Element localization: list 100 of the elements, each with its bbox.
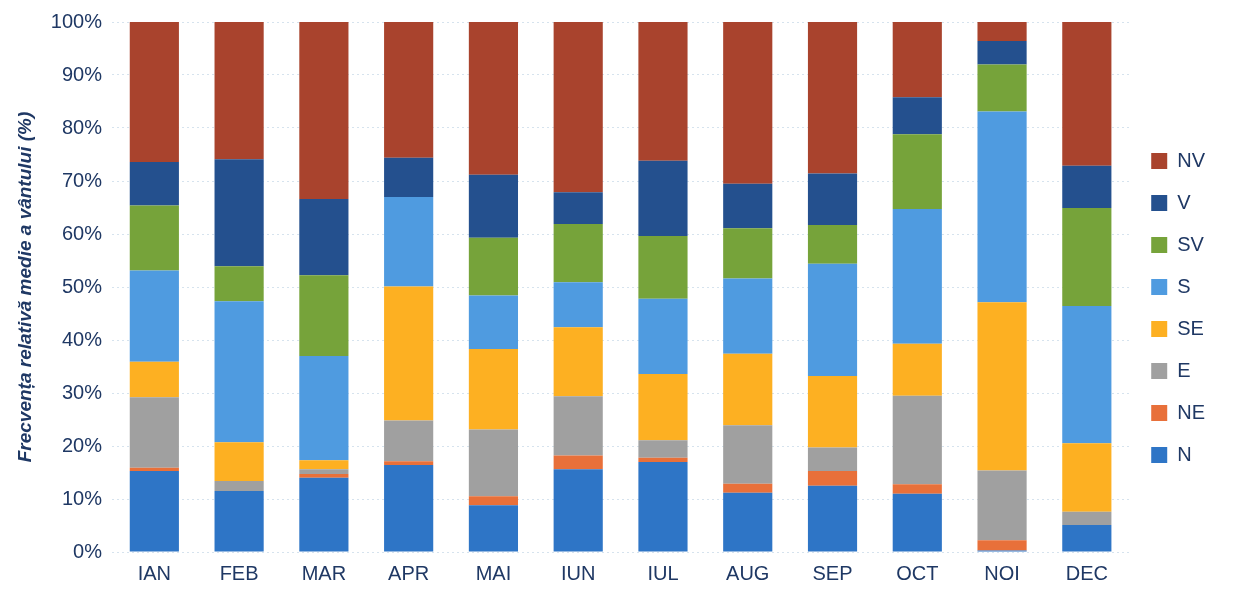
bar — [723, 353, 773, 426]
bar — [384, 461, 434, 466]
x-tick-label: FEB — [219, 561, 259, 584]
bar — [1062, 443, 1112, 512]
x-tick-label: IUN — [560, 561, 596, 584]
bar — [214, 301, 264, 443]
bar — [299, 477, 349, 552]
bar — [723, 22, 773, 184]
y-tick-label: 40% — [61, 327, 103, 350]
x-tick-label: SEP — [812, 561, 853, 584]
x-tick-label: NOI — [984, 561, 1020, 584]
bar — [977, 470, 1027, 541]
bar — [892, 22, 942, 98]
bar — [977, 302, 1027, 471]
y-tick-label: 50% — [61, 274, 103, 297]
bar — [129, 470, 179, 552]
bar — [723, 425, 773, 484]
bar — [807, 470, 858, 486]
bar — [723, 483, 773, 493]
bar — [299, 469, 349, 475]
bar — [214, 266, 264, 302]
bar — [299, 460, 349, 470]
bar — [807, 447, 858, 471]
y-axis-title: Frecvența relativă medie a vântului (%) — [13, 111, 35, 463]
y-tick-label: 80% — [61, 115, 103, 138]
bar — [977, 41, 1027, 65]
bar — [468, 505, 519, 552]
bar — [723, 228, 773, 279]
bar — [129, 22, 179, 162]
bar — [638, 22, 688, 161]
bar — [892, 343, 942, 396]
bar — [214, 480, 264, 492]
legend-label: E — [1177, 358, 1191, 381]
bar — [638, 236, 688, 299]
bar — [892, 209, 942, 344]
bar — [1062, 208, 1112, 307]
legend-label: NV — [1177, 148, 1206, 171]
bar — [384, 157, 434, 197]
bar — [638, 461, 688, 552]
bar — [384, 22, 434, 158]
y-tick-label: 70% — [61, 168, 103, 191]
bar — [214, 442, 264, 481]
bar — [892, 395, 942, 485]
x-tick-label: DEC — [1065, 561, 1108, 584]
y-tick-label: 100% — [50, 9, 103, 32]
bar — [129, 467, 179, 471]
bar — [638, 373, 688, 441]
x-tick-label: MAR — [301, 561, 347, 584]
x-tick-label: IUL — [647, 561, 679, 584]
bar — [299, 474, 349, 478]
y-tick-label: 0% — [73, 539, 103, 562]
bar — [892, 97, 942, 135]
x-tick-label: APR — [388, 561, 430, 584]
bar — [468, 174, 519, 238]
bar — [468, 22, 519, 175]
bar — [892, 484, 942, 494]
bar — [384, 465, 434, 552]
x-tick-label: MAI — [475, 561, 512, 584]
legend-label: NE — [1177, 400, 1206, 423]
bar — [129, 161, 179, 206]
bar — [468, 429, 519, 497]
bar — [807, 485, 858, 552]
y-tick-label: 20% — [61, 433, 103, 456]
bar — [807, 22, 858, 174]
bar — [723, 492, 773, 552]
bar — [553, 396, 603, 456]
bar — [384, 196, 434, 287]
y-tick-label: 90% — [61, 62, 103, 85]
bar — [214, 159, 264, 267]
bar — [129, 205, 179, 271]
bar — [384, 420, 434, 462]
bar — [1062, 524, 1112, 552]
bar — [553, 469, 603, 552]
bar — [129, 361, 179, 398]
bar — [638, 160, 688, 237]
bar — [723, 278, 773, 354]
bar — [553, 192, 603, 224]
bar — [638, 440, 688, 458]
bar — [553, 22, 603, 193]
bar — [807, 224, 858, 264]
y-tick-label: 60% — [61, 221, 103, 244]
bar — [1062, 306, 1112, 444]
bar — [807, 263, 858, 377]
legend-label: N — [1177, 442, 1192, 465]
bar — [384, 286, 434, 421]
bar — [299, 275, 349, 356]
bar — [1062, 511, 1112, 525]
x-tick-label: IAN — [137, 561, 172, 584]
bar — [1062, 22, 1112, 166]
bar — [129, 270, 179, 362]
bar — [553, 282, 603, 328]
bar — [807, 376, 858, 448]
x-tick-label: OCT — [896, 561, 939, 584]
legend-label: SE — [1177, 316, 1204, 339]
bar — [1062, 165, 1112, 209]
bar — [129, 397, 179, 468]
bar — [299, 199, 349, 276]
legend-label: V — [1177, 190, 1192, 213]
bar — [553, 327, 603, 397]
y-tick-label: 30% — [61, 380, 103, 403]
